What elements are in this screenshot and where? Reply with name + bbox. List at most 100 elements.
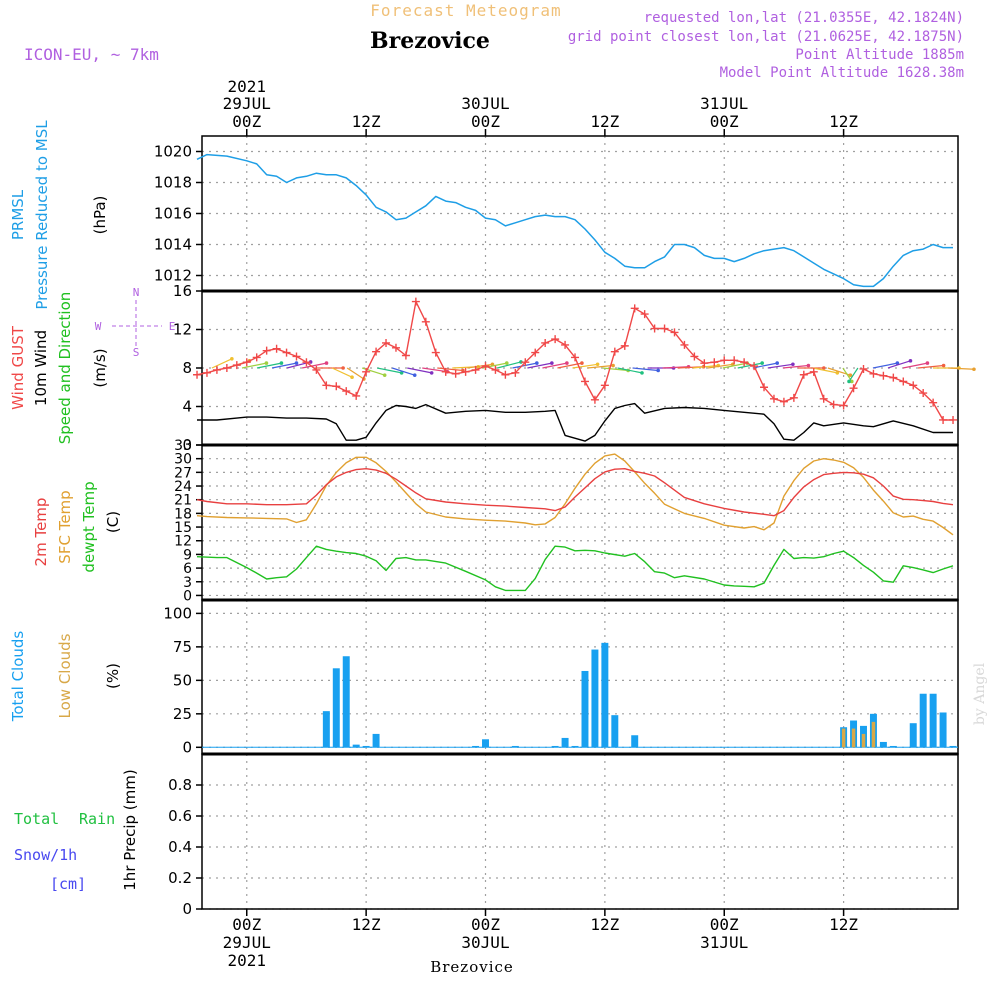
- wind-arrow: [572, 363, 598, 369]
- wind-speed-direction-label: Speed and Direction: [56, 292, 74, 445]
- low-cloud-bar: [871, 721, 876, 748]
- ytick-label: 1018: [154, 174, 192, 192]
- wind-arrow-head: [341, 366, 345, 370]
- temp-unit-label: (C): [104, 511, 122, 533]
- total-cloud-bar: [362, 745, 370, 748]
- panel-pressure: 1012 1014 1016 1018 1020: [154, 135, 959, 292]
- gust-point: [829, 400, 838, 409]
- model-altitude: Model Point Altitude 1628.38m: [720, 65, 964, 81]
- gust-point: [779, 397, 788, 406]
- bottom-time-label: 00Z: [232, 915, 261, 934]
- gust-point: [690, 352, 699, 361]
- hpa-unit-label: (hPa): [91, 196, 109, 235]
- gust-point: [929, 398, 938, 407]
- wind-arrow-head: [350, 375, 354, 379]
- temp-2m-label: 2m Temp: [32, 498, 50, 567]
- gust-point: [401, 351, 410, 360]
- ytick-label: 1020: [154, 143, 192, 161]
- wind-unit-label: (m/s): [91, 348, 109, 387]
- ytick-label: 18: [174, 506, 192, 522]
- gust-point: [571, 353, 580, 362]
- wind-arrow-head: [595, 362, 600, 367]
- footer-location: Brezovice: [430, 958, 514, 976]
- dewpt-temp-label: dewpt Temp: [80, 481, 98, 572]
- wind-arrow: [767, 363, 793, 369]
- compass-west: W: [95, 320, 102, 333]
- gust-point: [580, 377, 589, 386]
- wind-arrow-head: [550, 361, 554, 365]
- total-cloud-bar: [342, 656, 350, 748]
- gust-point: [461, 367, 470, 376]
- gust-point: [909, 381, 918, 390]
- gust-point: [799, 370, 808, 379]
- gust-point: [312, 365, 321, 374]
- total-label: Total: [14, 810, 59, 828]
- ytick-label: 0.2: [168, 869, 192, 887]
- gust-point: [590, 395, 599, 404]
- precip-labels: Total Rain Snow/1h [cm] 1hr Precip (mm): [14, 769, 139, 893]
- total-cloud-bar: [482, 739, 489, 748]
- wind-arrow-head: [230, 357, 234, 361]
- gust-point: [391, 343, 400, 352]
- total-cloud-bar: [561, 737, 569, 748]
- panel-precip: 0 0.2 0.4 0.6 0.8: [168, 753, 959, 918]
- low-clouds-label: Low Clouds: [56, 633, 74, 718]
- ytick-label: 1014: [154, 236, 192, 254]
- gust-point: [262, 346, 271, 355]
- gust-point: [919, 389, 928, 398]
- wind-arrow: [587, 364, 614, 369]
- gust-point: [610, 347, 619, 356]
- gust-point: [511, 368, 520, 377]
- top-time-label: 00Z: [232, 112, 261, 131]
- ytick-label: 27: [174, 465, 192, 481]
- ytick-label: 75: [173, 638, 192, 656]
- wind-arrow: [422, 367, 448, 373]
- gust-point: [660, 324, 669, 333]
- wind-arrow: [527, 362, 552, 369]
- wind-arrow-head: [822, 366, 826, 370]
- temp-2m-line: [196, 468, 954, 517]
- gust-point: [242, 358, 251, 367]
- ytick-label: 0.8: [168, 776, 192, 794]
- ytick-label: 30: [174, 452, 192, 468]
- cloud-unit-label: (%): [104, 663, 122, 689]
- gust-point: [650, 324, 659, 333]
- gust-point: [680, 340, 689, 349]
- gust-point: [362, 367, 371, 376]
- top-time-label: 00Z: [710, 112, 739, 131]
- total-cloud-bar: [601, 642, 609, 748]
- panel-frame: [201, 444, 959, 601]
- gust-point: [202, 368, 211, 377]
- gust-point: [501, 370, 510, 379]
- wind-arrow: [407, 367, 432, 374]
- gust-point: [222, 364, 231, 372]
- ytick-label: 0: [183, 588, 192, 604]
- wind-direction-arrows: [211, 357, 976, 384]
- ytick-label: 21: [174, 493, 192, 509]
- gust-point: [441, 367, 450, 376]
- top-year-label: 2021: [227, 77, 266, 96]
- bottom-date-label: 30JUL: [461, 933, 509, 952]
- wind-arrow: [887, 360, 911, 369]
- wind-arrow: [211, 358, 233, 369]
- bottom-time-label: 00Z: [710, 915, 739, 934]
- total-cloud-bar: [581, 670, 589, 748]
- wind-arrow: [301, 362, 327, 369]
- total-cloud-bar: [352, 744, 360, 748]
- ytick-label: 1016: [154, 205, 192, 223]
- top-time-label: 12Z: [829, 112, 858, 131]
- wind-arrow: [707, 363, 733, 369]
- top-time-label: 12Z: [590, 112, 619, 131]
- snow-unit-label: [cm]: [50, 875, 86, 893]
- wind-arrow: [497, 361, 522, 369]
- wind-arrow: [782, 364, 809, 369]
- gust-point: [769, 394, 778, 403]
- wind-10m-label: 10m Wind: [32, 330, 50, 406]
- gust-point: [750, 362, 759, 371]
- total-cloud-bar: [322, 711, 330, 748]
- bottom-date-label: 31JUL: [700, 933, 748, 952]
- low-cloud-bar: [861, 733, 866, 748]
- gust-point: [889, 373, 898, 382]
- bottom-time-label: 12Z: [590, 915, 619, 934]
- total-cloud-bar: [929, 693, 937, 748]
